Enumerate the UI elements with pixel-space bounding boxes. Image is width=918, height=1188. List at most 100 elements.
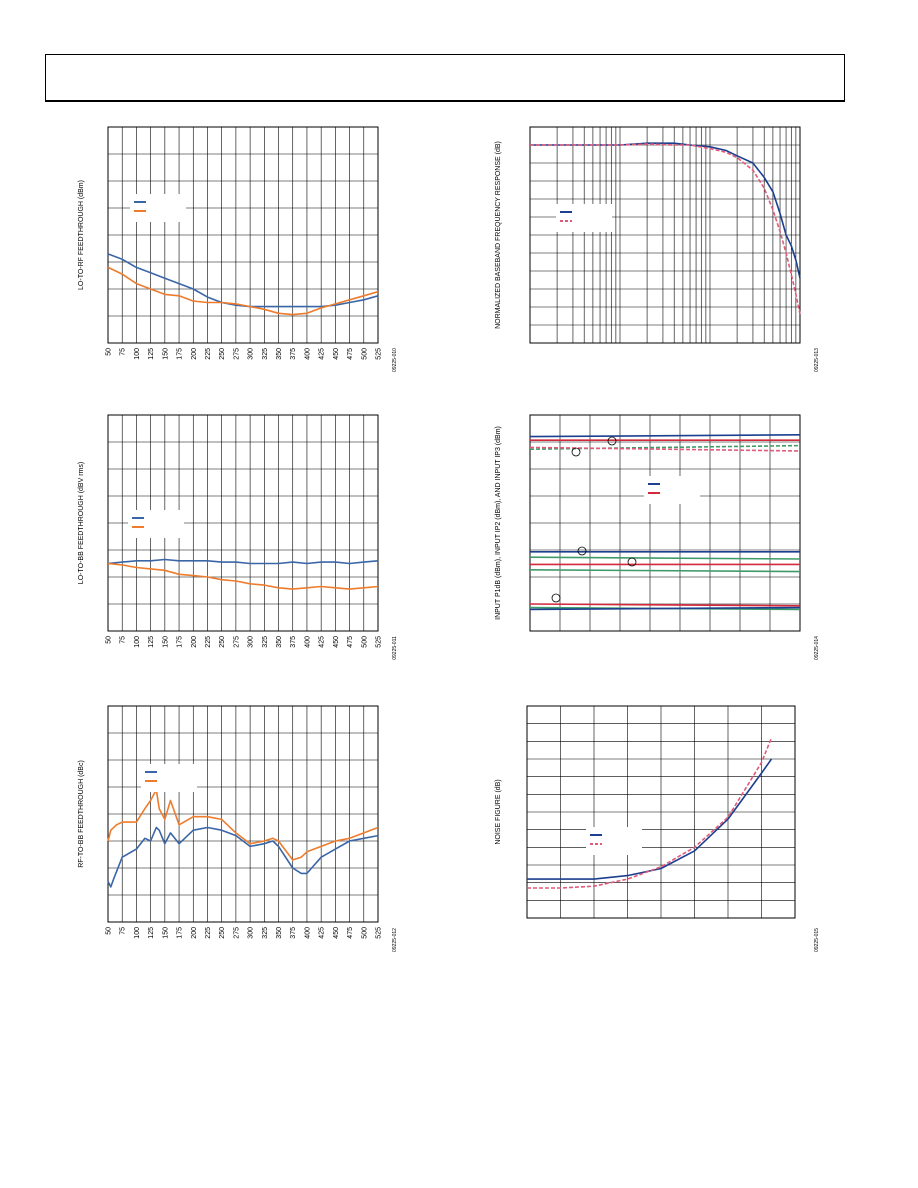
x-tick-label: 475 xyxy=(347,348,354,360)
chart-rf-bb: RF-TO-BB FEEDTHROUGH (dBc) 50 75 100 125 150 1… xyxy=(78,705,398,952)
x-tick-label: 475 xyxy=(347,927,354,939)
legend xyxy=(586,827,642,855)
x-tick-label: 500 xyxy=(361,348,368,360)
figure-id: 09225-013 xyxy=(814,348,820,372)
figure-id: 09225-014 xyxy=(814,636,820,660)
series-line-2 xyxy=(107,788,379,861)
x-tick-label: 125 xyxy=(148,348,155,360)
chart-lo-rf: LO-TO-RF FEEDTHROUGH (dBm) 50 75 100 125 150 1… xyxy=(78,126,398,372)
x-tick-label: 425 xyxy=(319,348,326,360)
gridlines xyxy=(108,706,378,922)
legend xyxy=(556,204,612,232)
x-tick-label: 275 xyxy=(233,927,240,939)
legend-box xyxy=(556,204,612,232)
x-tick-label: 275 xyxy=(233,636,240,648)
x-tick-label: 100 xyxy=(134,636,141,648)
y-axis-label: NORMALIZED BASEBAND FREQUENCY RESPONSE (… xyxy=(495,141,502,329)
series-line-1 xyxy=(529,434,801,438)
x-tick-label: 100 xyxy=(134,927,141,939)
chart-bb-response: NORMALIZED BASEBAND FREQUENCY RESPONSE (… xyxy=(495,126,820,372)
series-line-9 xyxy=(529,603,801,607)
x-tick-label: 125 xyxy=(148,927,155,939)
legend-box xyxy=(141,764,197,792)
chart-input-ip: INPUT P1dB (dBm), INPUT IP2 (dBm), AND I… xyxy=(495,414,820,660)
x-tick-label: 150 xyxy=(162,636,169,648)
x-tick-label: 475 xyxy=(347,636,354,648)
x-tick-label: 200 xyxy=(191,927,198,939)
x-tick-label: 50 xyxy=(106,927,113,935)
annotation-circle xyxy=(607,436,617,446)
page-header-box xyxy=(45,54,845,102)
y-axis-label: NOISE FIGURE (dB) xyxy=(495,779,502,844)
annotation-circle xyxy=(571,447,581,457)
x-tick-label: 200 xyxy=(191,636,198,648)
series-line-1 xyxy=(107,826,379,888)
x-tick-label: 50 xyxy=(106,348,113,356)
x-tick-label: 225 xyxy=(205,927,212,939)
series-line-1 xyxy=(527,758,773,880)
x-tick-label: 300 xyxy=(248,348,255,360)
annotation-circle xyxy=(627,557,637,567)
x-tick-label: 425 xyxy=(319,927,326,939)
x-tick-label: 350 xyxy=(276,348,283,360)
figure-id: 09225-010 xyxy=(392,348,398,372)
figure-id: 09225-015 xyxy=(814,928,820,952)
legend xyxy=(644,476,700,504)
gridlines xyxy=(527,706,795,918)
legend-box xyxy=(586,827,642,855)
chart-noise-figure: NOISE FIGURE (dB) 09225-015 xyxy=(495,705,820,952)
legend-box xyxy=(644,476,700,504)
y-axis-label: RF-TO-BB FEEDTHROUGH (dBc) xyxy=(78,760,85,868)
x-tick-label: 250 xyxy=(219,636,226,648)
legend-box xyxy=(128,510,184,538)
gridlines xyxy=(530,127,800,343)
x-tick-label: 175 xyxy=(177,348,184,360)
x-tick-label: 400 xyxy=(304,927,311,939)
y-axis-label: LO-TO-RF FEEDTHROUGH (dBm) xyxy=(78,180,85,290)
x-tick-label: 375 xyxy=(290,927,297,939)
figure-id: 09225-011 xyxy=(392,636,398,660)
x-tick-label: 75 xyxy=(120,636,127,644)
series-line-8 xyxy=(529,569,801,573)
x-tick-label: 325 xyxy=(262,636,269,648)
x-tick-label: 50 xyxy=(106,636,113,644)
series-line-1 xyxy=(107,558,379,565)
x-tick-label: 425 xyxy=(319,636,326,648)
x-tick-label: 325 xyxy=(262,927,269,939)
legend xyxy=(141,764,197,792)
x-tick-label: 250 xyxy=(219,927,226,939)
series-line-11 xyxy=(529,606,801,611)
x-tick-label: 275 xyxy=(233,348,240,360)
annotation-circle xyxy=(551,593,561,603)
x-tick-label: 350 xyxy=(276,927,283,939)
series-line-2 xyxy=(527,737,773,889)
x-tick-label: 375 xyxy=(290,636,297,648)
chart-lo-bb: LO-TO-BB FEEDTHROUGH (dBV rms) 50 75 100 125… xyxy=(78,414,398,660)
x-tick-label: 450 xyxy=(333,348,340,360)
x-tick-label: 75 xyxy=(120,348,127,356)
x-tick-label: 250 xyxy=(219,348,226,360)
gridlines xyxy=(108,127,378,343)
x-tick-label: 100 xyxy=(134,348,141,360)
x-tick-label: 400 xyxy=(304,348,311,360)
x-tick-label: 300 xyxy=(248,927,255,939)
x-tick-label: 525 xyxy=(376,927,383,939)
x-tick-label: 450 xyxy=(333,636,340,648)
annotation-circle xyxy=(577,546,587,556)
x-tick-label: 375 xyxy=(290,348,297,360)
x-tick-label: 225 xyxy=(205,636,212,648)
series-line-6 xyxy=(529,556,801,560)
legend xyxy=(128,510,184,538)
x-tick-label: 350 xyxy=(276,636,283,648)
legend-box xyxy=(130,194,186,222)
series-line-2 xyxy=(107,562,379,590)
x-tick-label: 225 xyxy=(205,348,212,360)
x-tick-label: 75 xyxy=(120,927,127,935)
x-tick-label: 500 xyxy=(361,636,368,648)
x-tick-label: 300 xyxy=(248,636,255,648)
figure-id: 09225-012 xyxy=(392,928,398,952)
series-line-2 xyxy=(107,266,379,316)
y-axis-label: INPUT P1dB (dBm), INPUT IP2 (dBm), AND I… xyxy=(495,426,502,620)
x-tick-label: 150 xyxy=(162,348,169,360)
